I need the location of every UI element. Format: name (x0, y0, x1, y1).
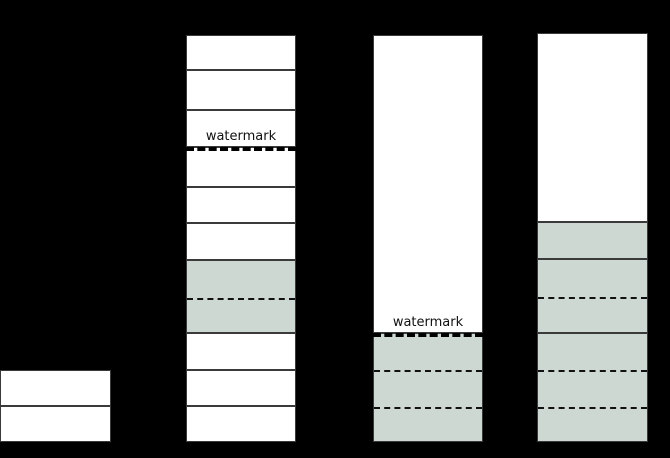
bar-segment[interactable] (537, 222, 648, 259)
bar-1[interactable] (0, 370, 111, 442)
bar-segment[interactable] (186, 35, 296, 70)
bar-2[interactable]: watermark (186, 35, 296, 442)
bar-segment[interactable] (186, 333, 296, 370)
bar-segment[interactable] (186, 110, 296, 147)
bar-segment[interactable] (537, 259, 648, 333)
bar-3[interactable]: watermark (373, 35, 483, 442)
watermark-label: watermark (392, 315, 464, 330)
segment-dashed-line (538, 297, 647, 299)
bar-segment[interactable] (186, 406, 296, 442)
bar-segment[interactable] (186, 70, 296, 110)
segment-dashed-line (538, 370, 647, 372)
bar-segment[interactable] (186, 223, 296, 260)
bar-segment[interactable] (186, 370, 296, 406)
bar-4[interactable] (537, 33, 648, 442)
segment-dashed-line (374, 370, 482, 372)
bar-segment[interactable] (537, 333, 648, 442)
bar-segment[interactable] (373, 333, 483, 442)
segment-dashed-line (187, 298, 295, 300)
bar-segment[interactable] (537, 33, 648, 222)
bar-segment[interactable] (0, 406, 111, 442)
bar-segment[interactable] (0, 370, 111, 406)
segment-dashed-line (374, 407, 482, 409)
bar-segment[interactable] (373, 35, 483, 333)
watermark-line (373, 333, 483, 337)
bar-segment[interactable] (186, 260, 296, 333)
watermark-line (186, 147, 296, 151)
bar-segment[interactable] (186, 147, 296, 187)
segment-dashed-line (538, 407, 647, 409)
watermark-label: watermark (205, 129, 277, 144)
bar-segment[interactable] (186, 187, 296, 223)
